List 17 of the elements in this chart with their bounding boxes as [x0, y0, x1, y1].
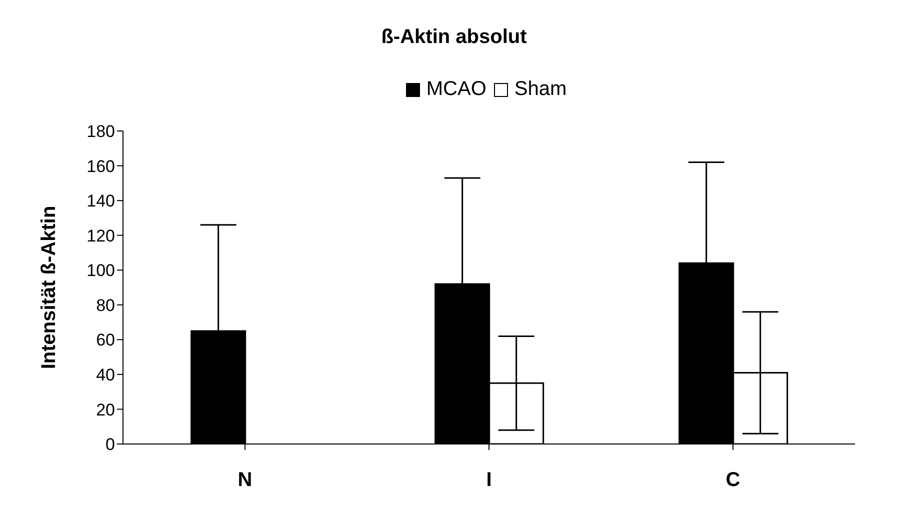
y-tick-label: 80 [96, 296, 115, 315]
x-tick-label: I [486, 469, 492, 492]
y-tick-label: 180 [86, 122, 115, 142]
y-tick-label: 0 [106, 435, 115, 454]
y-tick-label: 100 [86, 261, 115, 280]
y-tick-label: 160 [86, 156, 115, 176]
y-axis-title: Intensität ß-Aktin [38, 206, 60, 370]
y-tick-label: 60 [96, 330, 115, 350]
x-tick-label: N [238, 469, 252, 492]
legend-label: Sham [513, 78, 567, 101]
y-tick-label: 120 [86, 226, 115, 246]
chart-title: ß-Aktin absolut [380, 26, 528, 49]
legend-label: MCAO [425, 78, 486, 101]
y-tick-label: 20 [96, 400, 115, 420]
x-tick-label: C [726, 469, 740, 492]
y-tick-label: 40 [96, 365, 115, 384]
y-tick-label: 140 [86, 192, 115, 211]
